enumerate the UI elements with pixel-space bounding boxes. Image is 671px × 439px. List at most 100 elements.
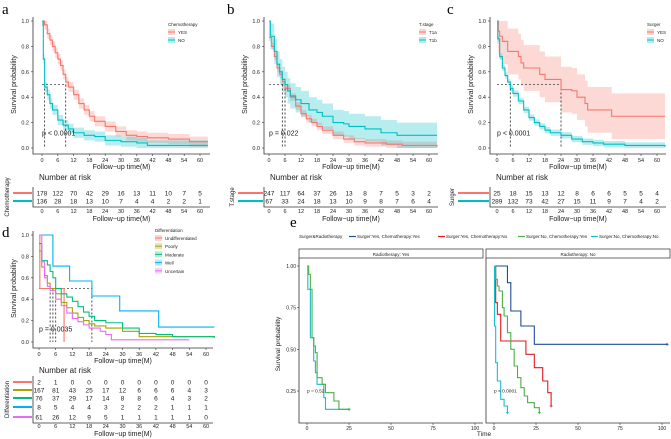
risk-x-tick-label: 36 <box>136 424 142 430</box>
km-curve <box>493 265 508 413</box>
risk-count: 8 <box>37 405 41 412</box>
risk-x-tick-label: 54 <box>181 209 187 215</box>
y-tick-label: 0.6 <box>252 70 260 76</box>
y-tick-label: 0.6 <box>478 70 486 76</box>
y-tick-label: 0.0 <box>478 146 486 152</box>
x-tick-label: 42 <box>606 158 612 164</box>
x-tick-label: 30 <box>119 352 125 358</box>
risk-count: 17 <box>102 388 110 395</box>
x-tick-label: 54 <box>410 158 416 164</box>
axis-lines <box>32 17 210 155</box>
km-curve-t1a <box>269 36 438 147</box>
y-tick-label: 0.2 <box>21 121 29 127</box>
x-tick-label: 0 <box>493 426 496 432</box>
y-tick-label: 0.8 <box>252 44 260 50</box>
x-tick-label: 12 <box>298 158 304 164</box>
risk-x-tick-label: 18 <box>314 209 320 215</box>
y-tick-label: 0.4 <box>21 297 29 303</box>
risk-count: 0 <box>154 380 158 387</box>
x-tick-label: 18 <box>314 158 320 164</box>
risk-count: 6 <box>171 388 175 395</box>
risk-count: 2 <box>154 405 158 412</box>
x-tick-label: 42 <box>150 158 156 164</box>
risk-x-tick-label: 60 <box>203 424 209 430</box>
risk-x-tick-label: 18 <box>86 424 92 430</box>
risk-count: 17 <box>85 396 93 403</box>
legend-label: Well <box>165 261 174 266</box>
x-tick-label: 30 <box>346 158 352 164</box>
x-tick-label: 6 <box>511 158 514 164</box>
risk-x-tick-label: 54 <box>410 209 416 215</box>
risk-x-tick-label: 0 <box>40 209 43 215</box>
p-value: p < 0.0001 <box>494 389 517 395</box>
x-tick-label: 60 <box>197 158 203 164</box>
risk-count: 7 <box>379 191 383 198</box>
risk-x-tick-label: 24 <box>102 209 108 215</box>
x-tick-label: 25 <box>346 426 352 432</box>
risk-count: 6 <box>607 191 611 198</box>
x-tick-label: 50 <box>575 426 581 432</box>
axis-lines <box>485 258 670 424</box>
risk-x-tick-label: 24 <box>558 209 564 215</box>
risk-x-axis-label: Follow−up time(M) <box>93 216 151 223</box>
x-tick-label: 30 <box>118 158 124 164</box>
risk-count: 67 <box>265 199 273 206</box>
risk-count: 7 <box>623 199 627 206</box>
y-tick-label: 0.6 <box>21 70 29 76</box>
x-tick-label: 36 <box>590 158 596 164</box>
axis-lines <box>263 17 438 155</box>
y-tick-label: 0.25 <box>286 389 296 395</box>
ci-band-t1b <box>269 21 437 148</box>
censor-mark <box>665 342 669 346</box>
risk-count: 29 <box>69 396 77 403</box>
p-value: p = 0.52 <box>307 389 325 395</box>
risk-x-tick-label: 30 <box>119 424 125 430</box>
risk-x-axis-label: Follow−up time(M) <box>549 216 607 223</box>
risk-count: 5 <box>104 415 108 422</box>
x-tick-label: 54 <box>186 352 192 358</box>
p-value: p < 0.0001 <box>42 130 75 137</box>
x-tick-label: 54 <box>181 158 187 164</box>
risk-count: 3 <box>411 191 415 198</box>
risk-count: 43 <box>69 388 77 395</box>
risk-x-tick-label: 30 <box>118 209 124 215</box>
km-curve-no <box>42 20 208 147</box>
panel-label: b <box>227 2 235 18</box>
x-axis-label: Follow−up time(M) <box>322 164 380 171</box>
risk-count: 2 <box>182 199 186 206</box>
risk-count: 13 <box>541 191 549 198</box>
risk-count: 0 <box>71 380 75 387</box>
risk-count: 42 <box>86 191 94 198</box>
risk-count: 18 <box>509 191 517 198</box>
risk-x-tick-label: 0 <box>267 209 270 215</box>
risk-count: 247 <box>264 191 275 198</box>
risk-x-tick-label: 42 <box>378 209 384 215</box>
risk-count: 1 <box>54 380 58 387</box>
risk-count: 1 <box>121 415 125 422</box>
risk-count: 2 <box>427 191 431 198</box>
y-axis-label: Survival probability <box>11 55 18 114</box>
censor-mark <box>537 411 541 415</box>
risk-x-tick-label: 48 <box>394 209 400 215</box>
risk-count: 6 <box>591 191 595 198</box>
risk-count: 0 <box>104 380 108 387</box>
y-axis-label: Survival probability <box>275 316 282 371</box>
risk-count: 26 <box>52 415 60 422</box>
risk-count: 8 <box>363 191 367 198</box>
x-tick-label: 48 <box>170 352 176 358</box>
risk-count: 4 <box>151 199 155 206</box>
risk-count: 6 <box>154 388 158 395</box>
risk-x-tick-label: 42 <box>153 424 159 430</box>
risk-count: 10 <box>345 199 353 206</box>
facet-strip <box>485 248 671 259</box>
risk-count: 4 <box>639 199 643 206</box>
risk-x-tick-label: 48 <box>165 209 171 215</box>
y-axis-label: Survival probability <box>11 259 18 318</box>
risk-count: 9 <box>607 199 611 206</box>
y-tick-label: 0.4 <box>252 95 260 101</box>
risk-count: 7 <box>182 191 186 198</box>
x-tick-label: 6 <box>283 158 286 164</box>
x-tick-label: 30 <box>574 158 580 164</box>
risk-count: 1 <box>137 415 141 422</box>
risk-count: 2 <box>167 199 171 206</box>
